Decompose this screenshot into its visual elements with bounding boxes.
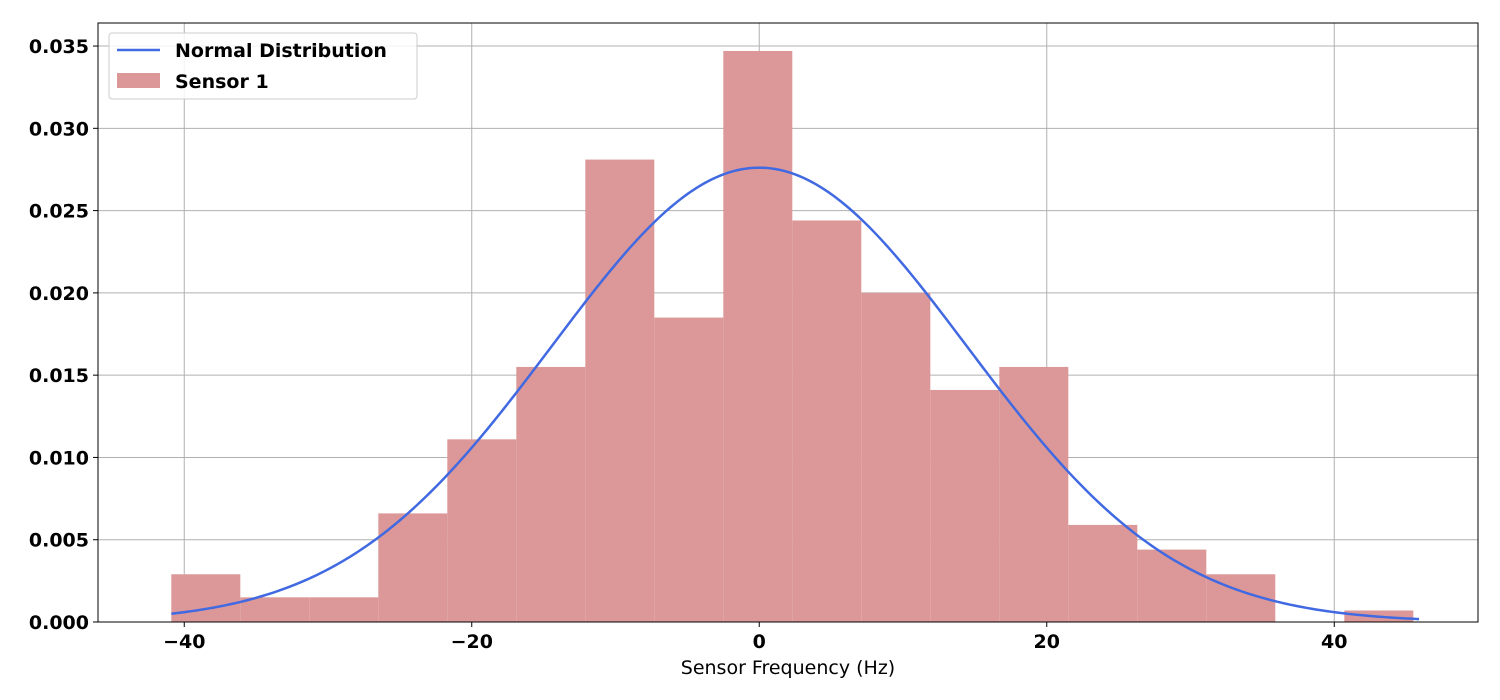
- histogram-bar: [861, 292, 931, 622]
- histogram-bar: [723, 50, 793, 622]
- normal-curve: [171, 166, 1420, 621]
- x-tick-label: −20: [451, 631, 493, 653]
- y-tick-label: 0.025: [29, 201, 89, 223]
- histogram-bar: [447, 439, 517, 622]
- histogram-bar: [240, 597, 310, 622]
- histogram-bar: [999, 366, 1069, 622]
- x-tick-label: 20: [1034, 631, 1060, 653]
- y-tick-label: 0.005: [29, 530, 89, 552]
- histogram-bar: [378, 513, 448, 622]
- legend-box: [108, 32, 418, 100]
- y-axis-ticks: 0.000 0.005 0.010 0.015 0.020 0.025 0.030 0.035: [29, 36, 98, 634]
- y-tick-label: 0.015: [29, 365, 89, 387]
- y-tick-label: 0.030: [29, 118, 89, 140]
- normal-curve-line: [171, 166, 1420, 621]
- x-axis-label: Sensor Frequency (Hz): [681, 657, 895, 679]
- histogram-bar: [1068, 524, 1138, 622]
- histogram-bar: [930, 389, 1000, 622]
- legend-label-normal: Normal Distribution: [175, 40, 387, 62]
- y-tick-label: 0.000: [29, 612, 89, 634]
- y-tick-label: 0.010: [29, 447, 89, 469]
- plot-frame: [97, 22, 1479, 623]
- histogram-bar: [171, 574, 241, 622]
- legend-swatch-sensor: [117, 73, 160, 88]
- x-axis-ticks: −40 −20 0 20 40: [163, 622, 1347, 653]
- histogram-bars: [171, 50, 1414, 623]
- histogram-bar: [792, 220, 862, 622]
- histogram-bar: [585, 159, 655, 623]
- x-tick-label: −40: [163, 631, 205, 653]
- histogram-bar: [309, 597, 379, 622]
- x-tick-label: 0: [753, 631, 766, 653]
- histogram-bar: [516, 366, 586, 622]
- histogram-bar: [654, 317, 724, 622]
- histogram-bar: [1137, 549, 1207, 622]
- y-tick-label: 0.020: [29, 283, 89, 305]
- x-tick-label: 40: [1321, 631, 1347, 653]
- legend-label-sensor: Sensor 1: [175, 71, 269, 93]
- y-tick-label: 0.035: [29, 36, 89, 58]
- legend: Normal Distribution Sensor 1: [108, 32, 418, 100]
